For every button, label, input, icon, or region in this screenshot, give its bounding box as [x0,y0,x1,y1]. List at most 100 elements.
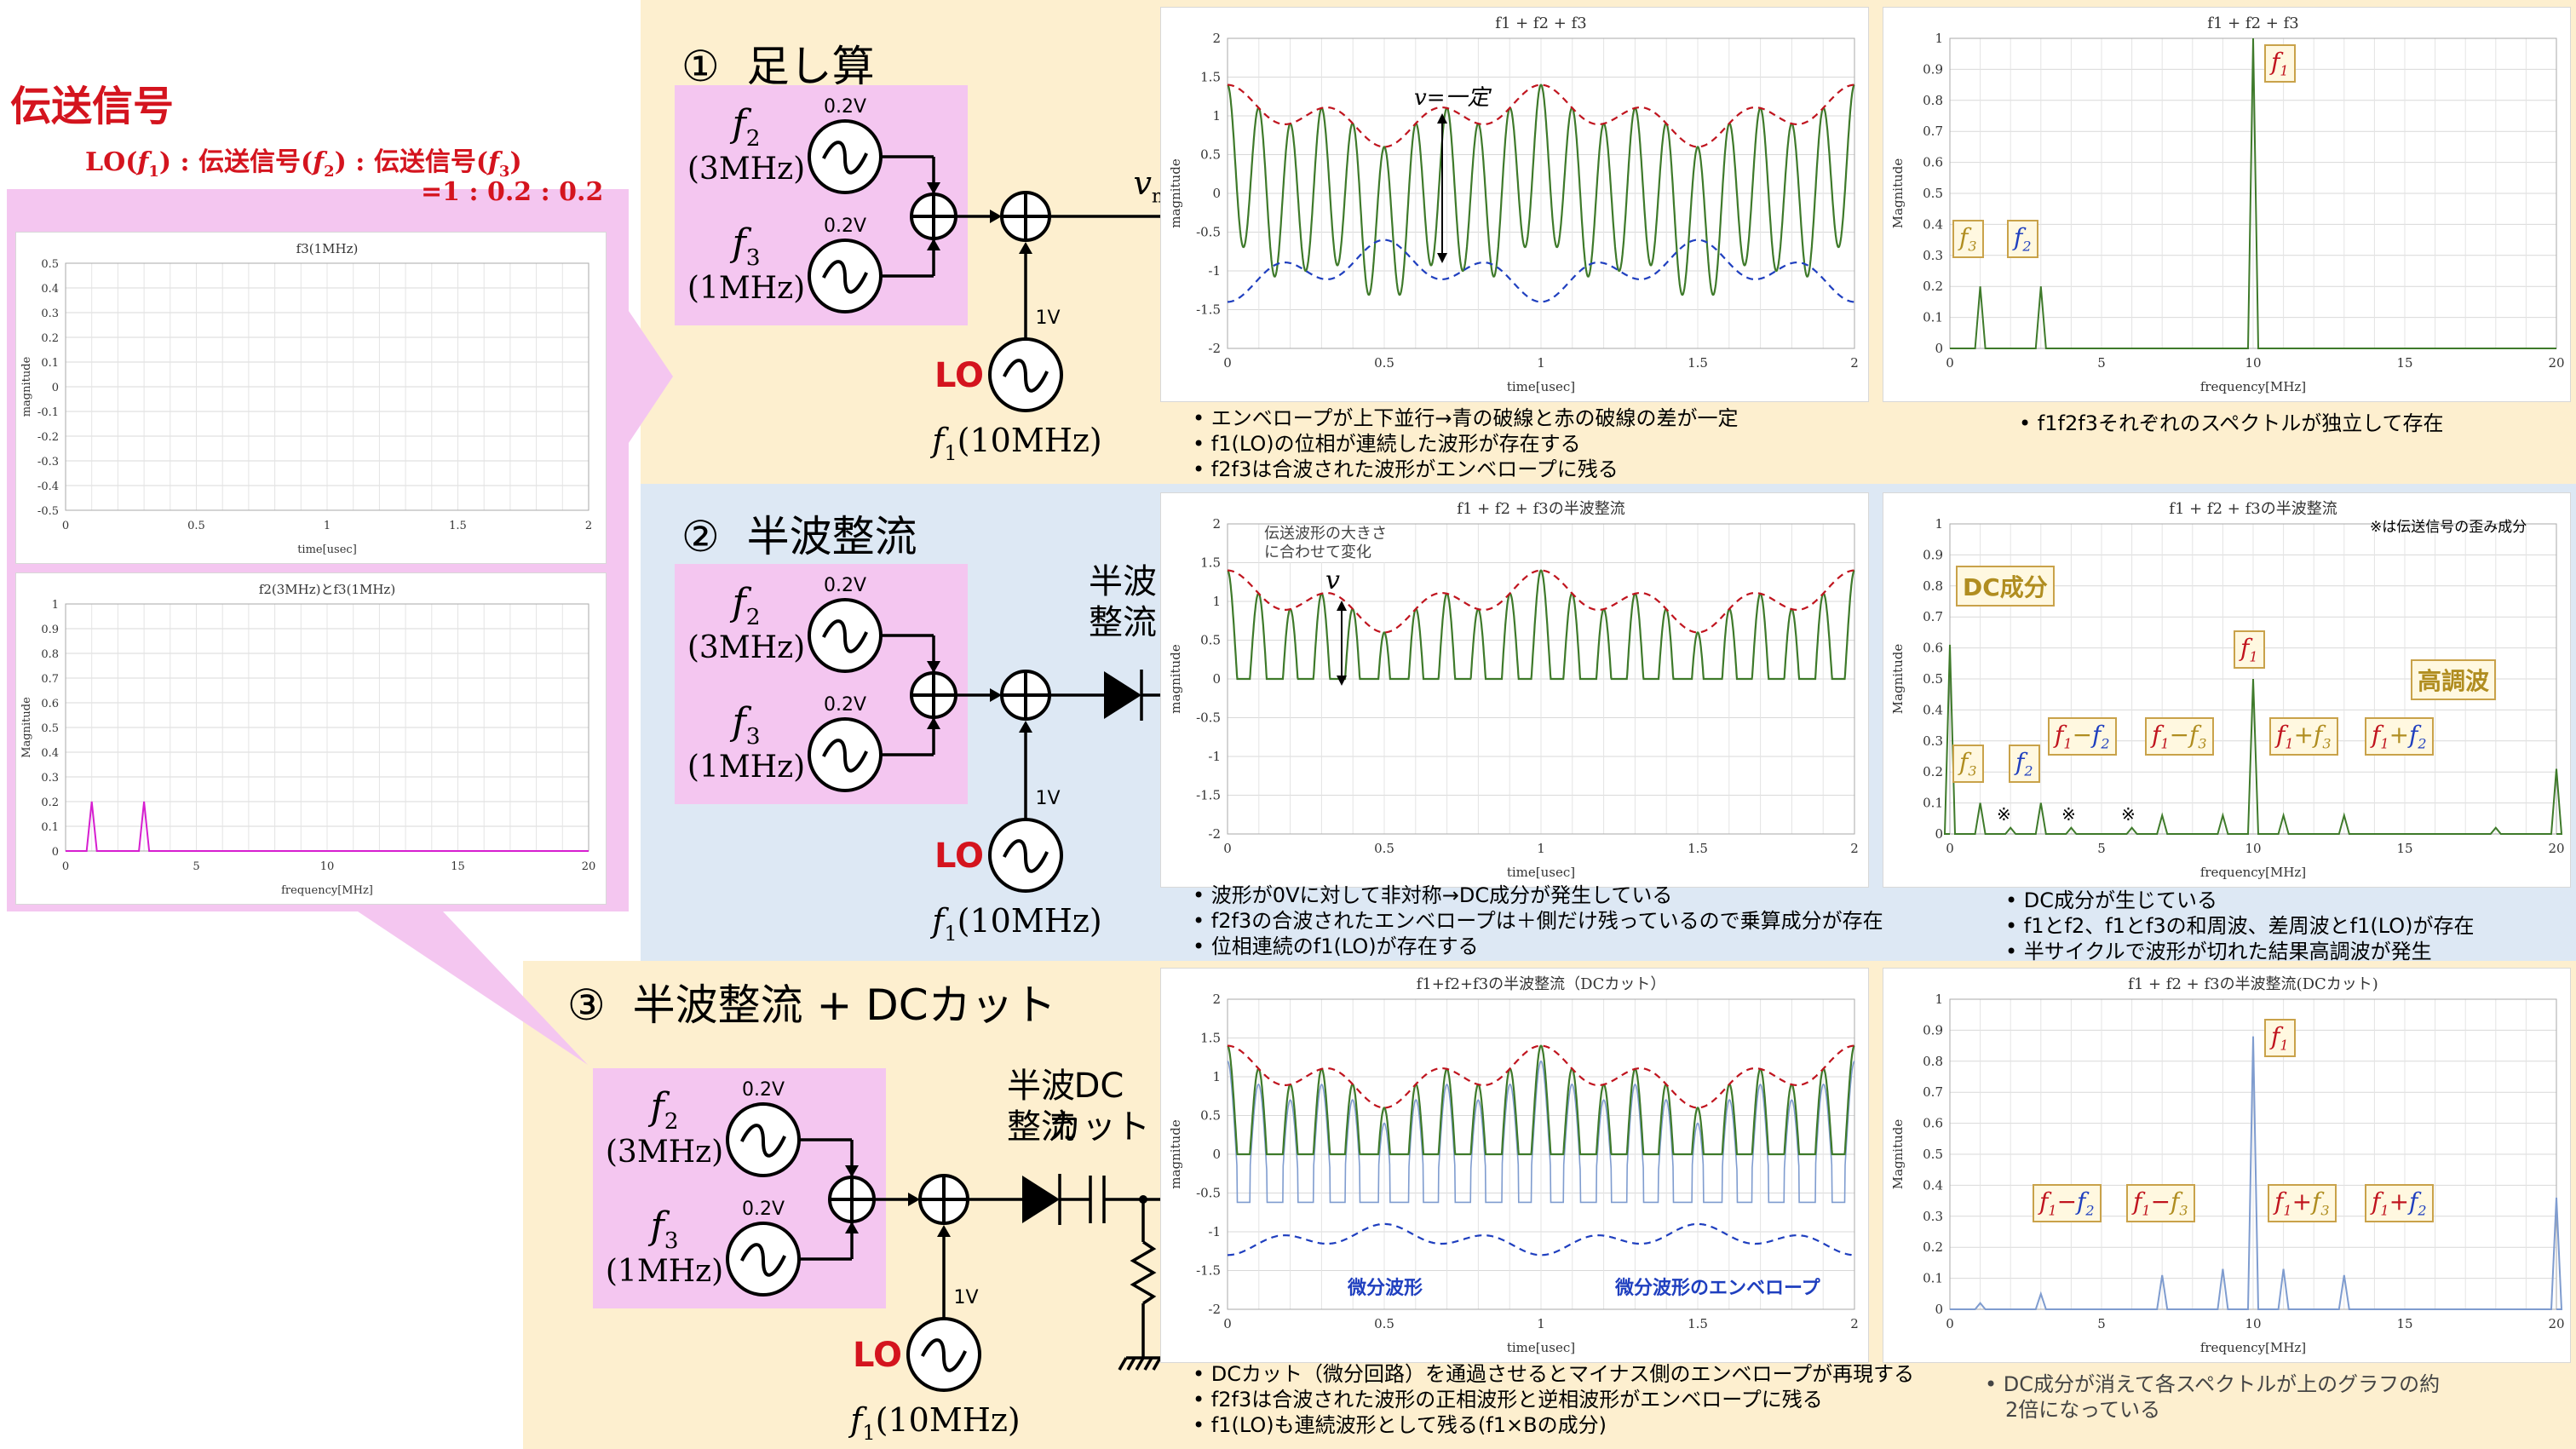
source-f2-sine [740,1124,787,1158]
section-2-title: ② 半波整流 [681,512,917,561]
callout-s2-f1-minus-f3: f1−f3 [2145,717,2214,756]
callout-harmonics: 高調波 [2411,659,2497,700]
left-title: 伝送信号 [10,83,175,130]
annotation-envelope-change: 伝送波形の大きさ に合わせて変化 [1264,525,1387,562]
callout-s2-f1: f1 [2234,630,2265,669]
label-rectifier-2: 整流 [1007,1107,1075,1147]
y-tick-label: 0.1 [1923,796,1943,811]
plot-frame [1227,37,1855,349]
x-tick-label: 5 [2097,841,2106,856]
y-tick-label: 1 [52,599,59,612]
plot-frame [1949,998,2557,1310]
y-tick-label: -0.3 [37,456,59,469]
y-tick-label: 2 [1212,516,1221,532]
series-line-diff [1227,1060,1855,1204]
chart-s3-time: f1+f2+f3の半波整流（DCカット） 2 1.5 1 0.5 0 -0.5 -1 -1.5 -… [1160,968,1869,1363]
callout-s3-f1: f1 [2264,1019,2296,1057]
ground-hatch [1118,1357,1128,1371]
label-lo: LO [934,356,984,395]
y-tick-label: 1 [1935,516,1943,532]
x-tick-label: 1.5 [1688,841,1708,856]
x-tick-label: 0 [1946,1316,1954,1331]
plot-frame [1949,523,2557,835]
y-tick-label: -2 [1208,341,1221,356]
y-tick-label: 0.7 [41,673,59,686]
callout-dc-component: DC成分 [1956,566,2055,607]
left-callout-pointers [358,311,673,1065]
source-f2-sine [822,619,869,653]
x-axis-label: time[usec] [1507,379,1575,394]
x-tick-label: 1 [324,520,331,532]
label-f3-freq: (1MHz) [687,750,805,785]
label-rectifier-2: 整流 [1089,603,1157,642]
x-tick-label: 10 [2245,1316,2261,1331]
x-tick-label: 2 [1850,841,1859,856]
bullets-s1-time: エンベロープが上下並行→青の破線と赤の破線の差が一定f1(LO)の位相が連続した… [1193,405,1739,482]
y-tick-label: 0.5 [1200,1108,1221,1124]
bullets-s2-time: 波形が0Vに対して非対称→DC成分が発生しているf2f3の合波されたエンベロープ… [1193,883,1883,959]
callout-s2-f1-minus-f2: f1−f2 [2048,717,2117,756]
y-tick-label: 2 [1212,31,1221,46]
arrow-f3 [845,1222,859,1233]
label-f2-freq: (3MHz) [687,152,805,187]
callout-s3-f1-minus-f3: f1−f3 [2126,1184,2195,1222]
chart-title: f1 + f2 + f3 [1495,14,1586,32]
bullets-s1-freq: f1f2f3それぞれのスペクトルが独立して存在 [2019,411,2444,436]
callout-s3-f1-plus-f2: f1+f2 [2365,1184,2434,1222]
bullets-s2-freq: DC成分が生じているf1とf2、f1とf3の和周波、差周波とf1(LO)が存在半… [2005,888,2475,964]
y-tick-label: 0 [52,382,59,394]
label-rectifier-1: 半波 [1089,562,1157,601]
v-const-arrow-head-bottom [1437,253,1447,263]
series-line-halfwave [1227,569,1855,681]
y-tick-label: 0.4 [1923,1177,1943,1193]
plot-frame [65,262,589,511]
y-tick-label: 0 [52,846,59,859]
ratio-line-1: LO(f1) : 伝送信号(f2) : 伝送信号(f3) [85,147,522,181]
annotation-v: v [1325,566,1340,595]
arrow-f2 [927,661,940,673]
y-tick-label: 0.4 [1923,702,1943,717]
arrow-adder [908,1193,920,1206]
ratio-line-2: =1 : 0.2 : 0.2 [421,177,604,207]
y-tick-label: 0.8 [41,648,59,661]
y-tick-label: 0.2 [1923,764,1943,779]
y-tick-label: 0.8 [1923,578,1943,594]
y-tick-label: 0.9 [41,624,59,636]
arrow-lo [1019,242,1032,254]
y-tick-label: -1 [1208,749,1221,764]
x-axis-label: frequency[MHz] [2200,1340,2306,1355]
arrow-lo [937,1225,951,1237]
chart-s1-spectrum: f1 + f2 + f3 1 0.9 0.8 0.7 0.6 0.5 0.4 0.3 0.2 0.1… [1883,7,2571,402]
y-tick-label: 0.1 [1923,310,1943,325]
y-axis-label: Magnitude [1890,158,1906,229]
resistor [1130,1240,1157,1305]
diode-rectifier [1104,671,1141,719]
label-f2-amp: 0.2V [824,575,866,596]
y-tick-label: -1.5 [1196,302,1221,318]
x-tick-label: 0.5 [1374,841,1394,856]
y-tick-label: -1 [1208,1224,1221,1239]
callout-s1-f3: f3 [1952,220,1984,258]
x-tick-label: 15 [2396,841,2412,856]
x-tick-label: 15 [2396,1316,2412,1331]
label-f2-freq: (3MHz) [687,630,805,665]
y-tick-label: 0.2 [41,332,59,345]
arrow-f3 [927,717,940,729]
y-tick-label: 1 [1212,108,1221,124]
series-line-halfwave [1227,1044,1855,1156]
y-tick-label: 0.5 [41,258,59,271]
x-tick-label: 5 [193,860,199,873]
y-tick-label: 0.7 [1923,609,1943,624]
y-tick-label: 0 [1935,826,1943,842]
y-tick-label: 0.7 [1923,1084,1943,1100]
x-tick-label: 15 [451,860,465,873]
v-arrow-head-top [1337,601,1347,611]
y-tick-label: 0.9 [1923,61,1943,77]
y-tick-label: -1 [1208,263,1221,279]
y-tick-label: 0.2 [41,796,59,809]
y-tick-label: 0 [1935,341,1943,356]
x-tick-label: 1 [1537,841,1545,856]
envelope-bottom-line [1228,239,1854,303]
x-tick-label: 10 [2245,841,2261,856]
